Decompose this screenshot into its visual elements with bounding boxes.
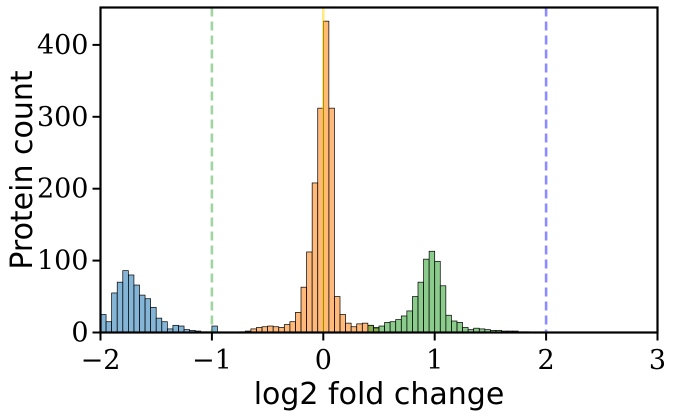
histogram-bar	[356, 323, 363, 333]
x-tick-label: −1	[192, 345, 232, 376]
histogram-bar	[155, 317, 163, 333]
histogram-bar	[161, 321, 168, 333]
histogram-bar	[133, 284, 140, 333]
histogram-bar	[306, 251, 313, 333]
histogram-bar	[283, 324, 291, 333]
histogram-bar	[428, 250, 436, 333]
histogram-bar	[139, 294, 146, 333]
ticks-layer: −2 −1 0 1 2 3 0 100 200 300 400	[37, 30, 666, 376]
y-axis-label: Protein count	[5, 70, 40, 270]
histogram-bar	[111, 292, 118, 333]
histogram-bar	[434, 260, 441, 333]
histogram-bar	[150, 306, 157, 333]
histogram-bar	[384, 322, 391, 333]
x-tick-label: 0	[315, 345, 332, 376]
y-tick-label: 100	[37, 246, 89, 277]
histogram-bar	[311, 182, 319, 333]
histogram-bar	[417, 281, 424, 333]
y-tick-label: 200	[37, 174, 89, 205]
histogram-bar	[412, 296, 419, 333]
histogram-bar	[361, 322, 369, 333]
histogram-bar	[328, 107, 335, 333]
y-tick-label: 0	[71, 318, 88, 349]
histogram-bar	[144, 298, 151, 333]
bars-layer	[100, 20, 530, 333]
reference-lines-layer	[210, 7, 548, 333]
histogram-bar	[339, 314, 346, 333]
histogram-bar	[439, 285, 447, 333]
histogram-bar	[400, 315, 408, 333]
histogram-bar	[456, 322, 463, 333]
x-tick-label: 1	[426, 345, 443, 376]
series-0	[100, 270, 218, 333]
histogram-bar	[451, 320, 458, 333]
histogram-bar	[334, 296, 341, 333]
histogram-bar	[406, 310, 413, 333]
histogram-bar	[423, 258, 430, 333]
histogram-bar	[105, 321, 112, 333]
histogram-bar	[295, 312, 302, 333]
x-tick-label: −2	[81, 345, 121, 376]
histogram-bar	[389, 321, 397, 333]
x-tick-label: 2	[538, 345, 555, 376]
plot-frame	[99, 6, 659, 334]
histogram-bar	[445, 314, 452, 333]
series-2	[367, 250, 530, 333]
histogram-bar	[116, 281, 124, 333]
histogram-bar	[395, 319, 402, 333]
histogram-bar	[128, 274, 135, 333]
x-tick-label: 3	[649, 345, 666, 376]
histogram-bar	[300, 286, 307, 333]
y-tick-label: 400	[37, 30, 89, 61]
series-1	[239, 20, 380, 333]
histogram-bar	[345, 322, 352, 333]
histogram-bar	[289, 321, 296, 333]
histogram-bar	[122, 270, 129, 333]
x-axis-label: log2 fold change	[254, 377, 505, 412]
y-tick-label: 300	[37, 102, 89, 133]
